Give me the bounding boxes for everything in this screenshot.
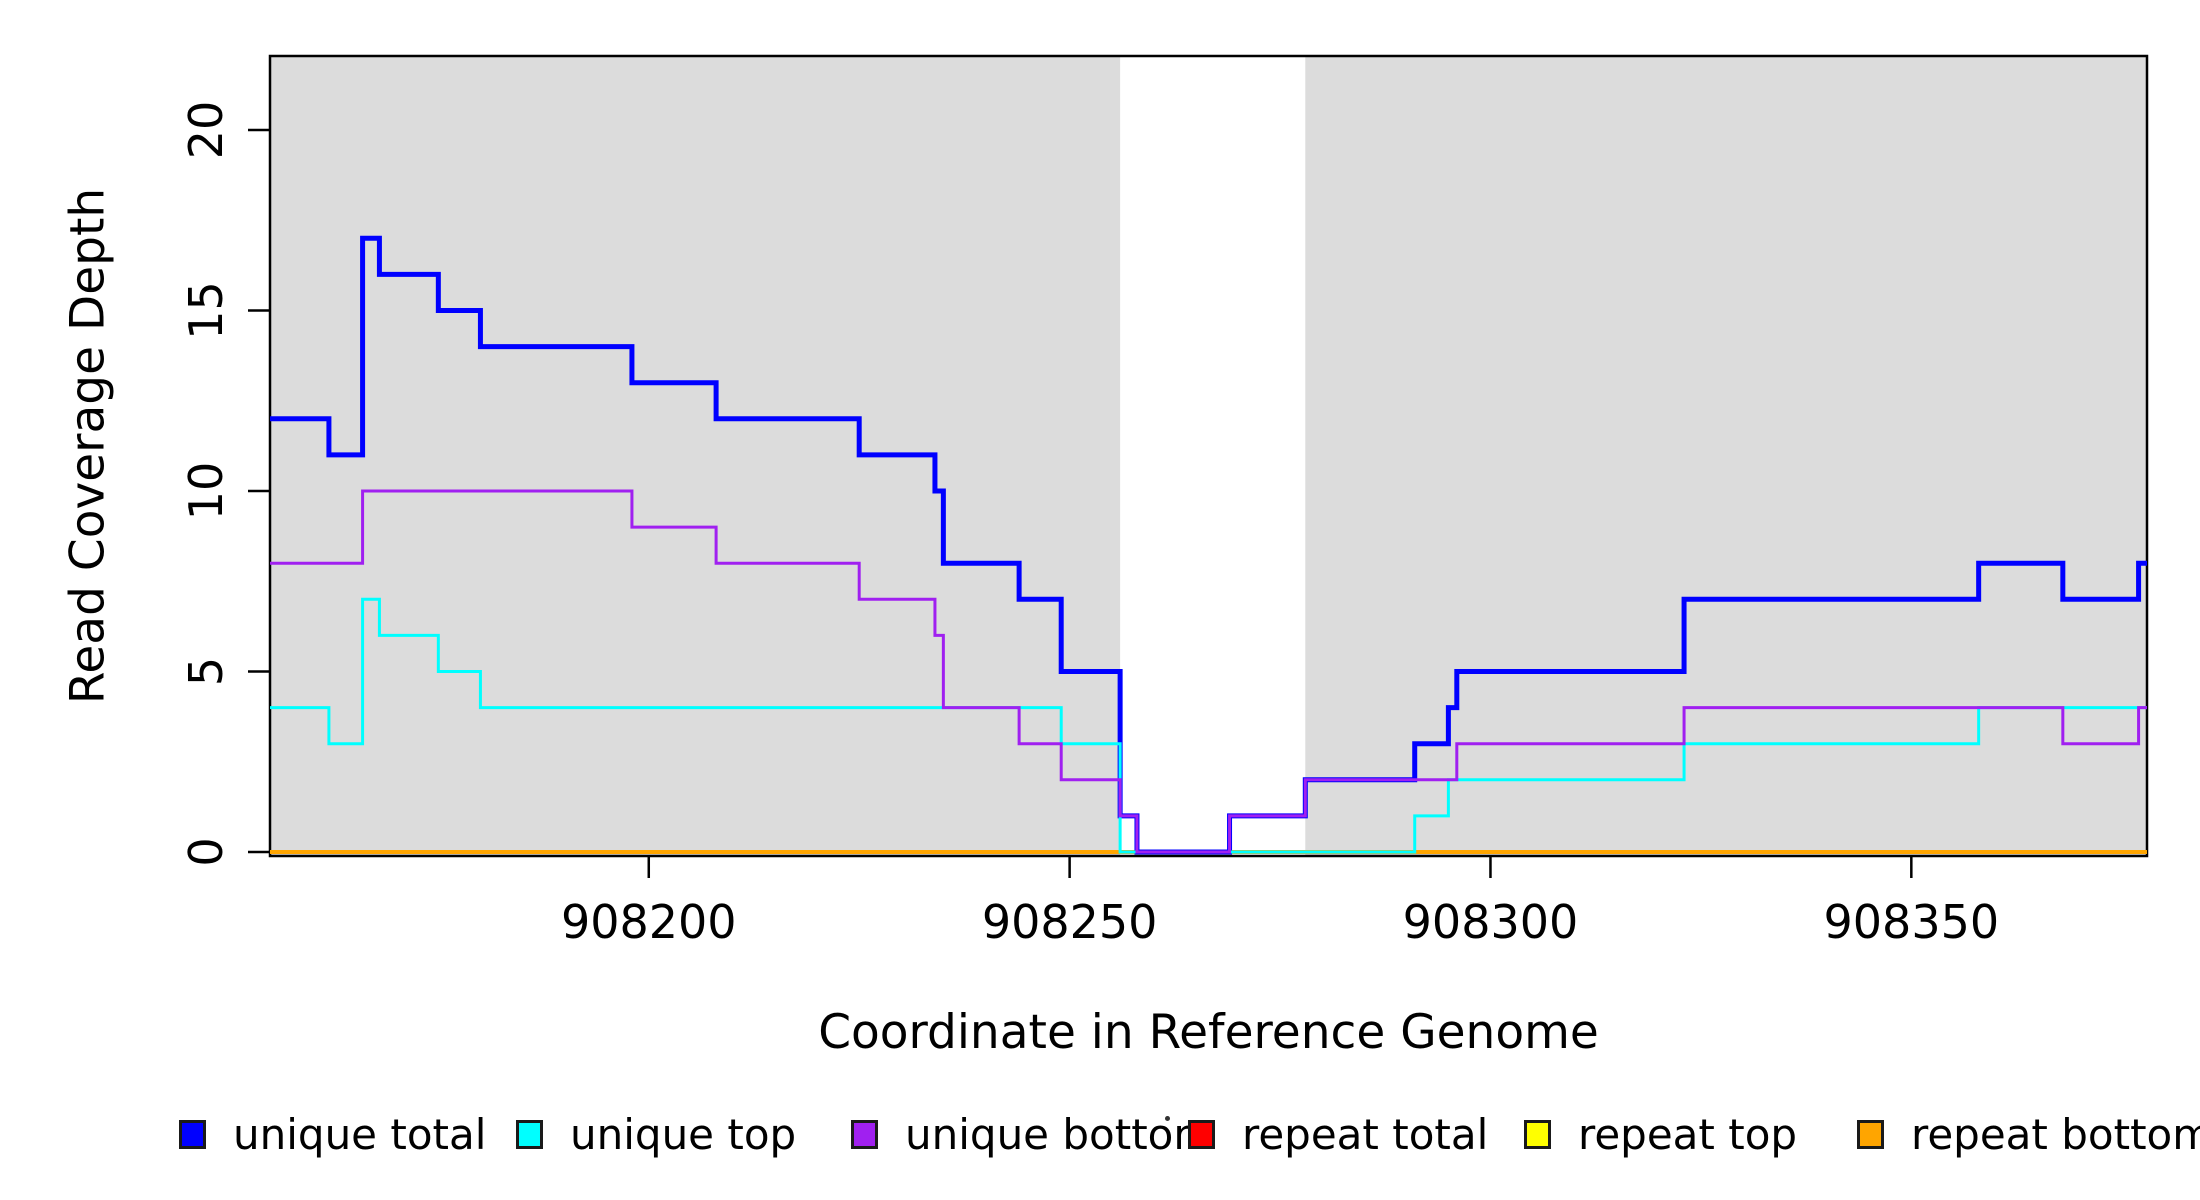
y-tick-label: 10: [179, 462, 233, 521]
series-unique-top-line: [270, 597, 2147, 854]
plot-box: [268, 54, 2149, 858]
legend-label-repeat-total: repeat total: [1242, 1109, 1489, 1159]
y-tick-label: 15: [179, 281, 233, 340]
x-tick-label: 908300: [1403, 895, 1579, 949]
y-axis-title: Read Coverage Depth: [60, 187, 116, 705]
legend: unique total unique top unique bottom re…: [0, 1108, 2200, 1160]
legend-item-unique-bottom: unique bottom: [851, 1108, 1214, 1160]
legend-label-repeat-bottom: repeat bottom: [1911, 1109, 2200, 1159]
x-tick-label: 908250: [982, 895, 1158, 949]
shaded-region-0: [270, 56, 1121, 856]
series-unique-bottom-line: [270, 489, 2147, 854]
legend-label-repeat-top: repeat top: [1578, 1109, 1798, 1159]
legend-swatch-unique-bottom: [851, 1119, 878, 1149]
legend-label-unique-bottom: unique bottom: [905, 1109, 1215, 1159]
legend-swatch-repeat-top: [1524, 1119, 1551, 1149]
y-tick-label: 5: [179, 657, 233, 686]
legend-swatch-repeat-total: [1188, 1119, 1215, 1149]
legend-label-unique-total: unique total: [233, 1109, 487, 1159]
legend-swatch-unique-top: [516, 1119, 543, 1149]
legend-swatch-repeat-bottom: [1857, 1119, 1884, 1149]
legend-item-unique-total: unique total: [179, 1108, 486, 1160]
x-tick-label: 908350: [1824, 895, 2000, 949]
series-unique-total-line: [270, 235, 2147, 855]
legend-item-unique-top: unique top: [516, 1108, 796, 1160]
legend-item-repeat-total: repeat total: [1188, 1108, 1488, 1160]
x-tick-label: 908200: [561, 895, 737, 949]
stray-dot: [1165, 1116, 1170, 1121]
y-tick-label: 20: [179, 101, 233, 160]
legend-swatch-unique-total: [179, 1119, 206, 1149]
legend-label-unique-top: unique top: [570, 1109, 797, 1159]
x-axis-title: Coordinate in Reference Genome: [818, 1005, 1599, 1060]
y-tick-label: 0: [179, 837, 233, 866]
legend-item-repeat-bottom: repeat bottom: [1857, 1108, 2200, 1160]
legend-item-repeat-top: repeat top: [1524, 1108, 1797, 1160]
shaded-region-1: [1305, 56, 2147, 856]
